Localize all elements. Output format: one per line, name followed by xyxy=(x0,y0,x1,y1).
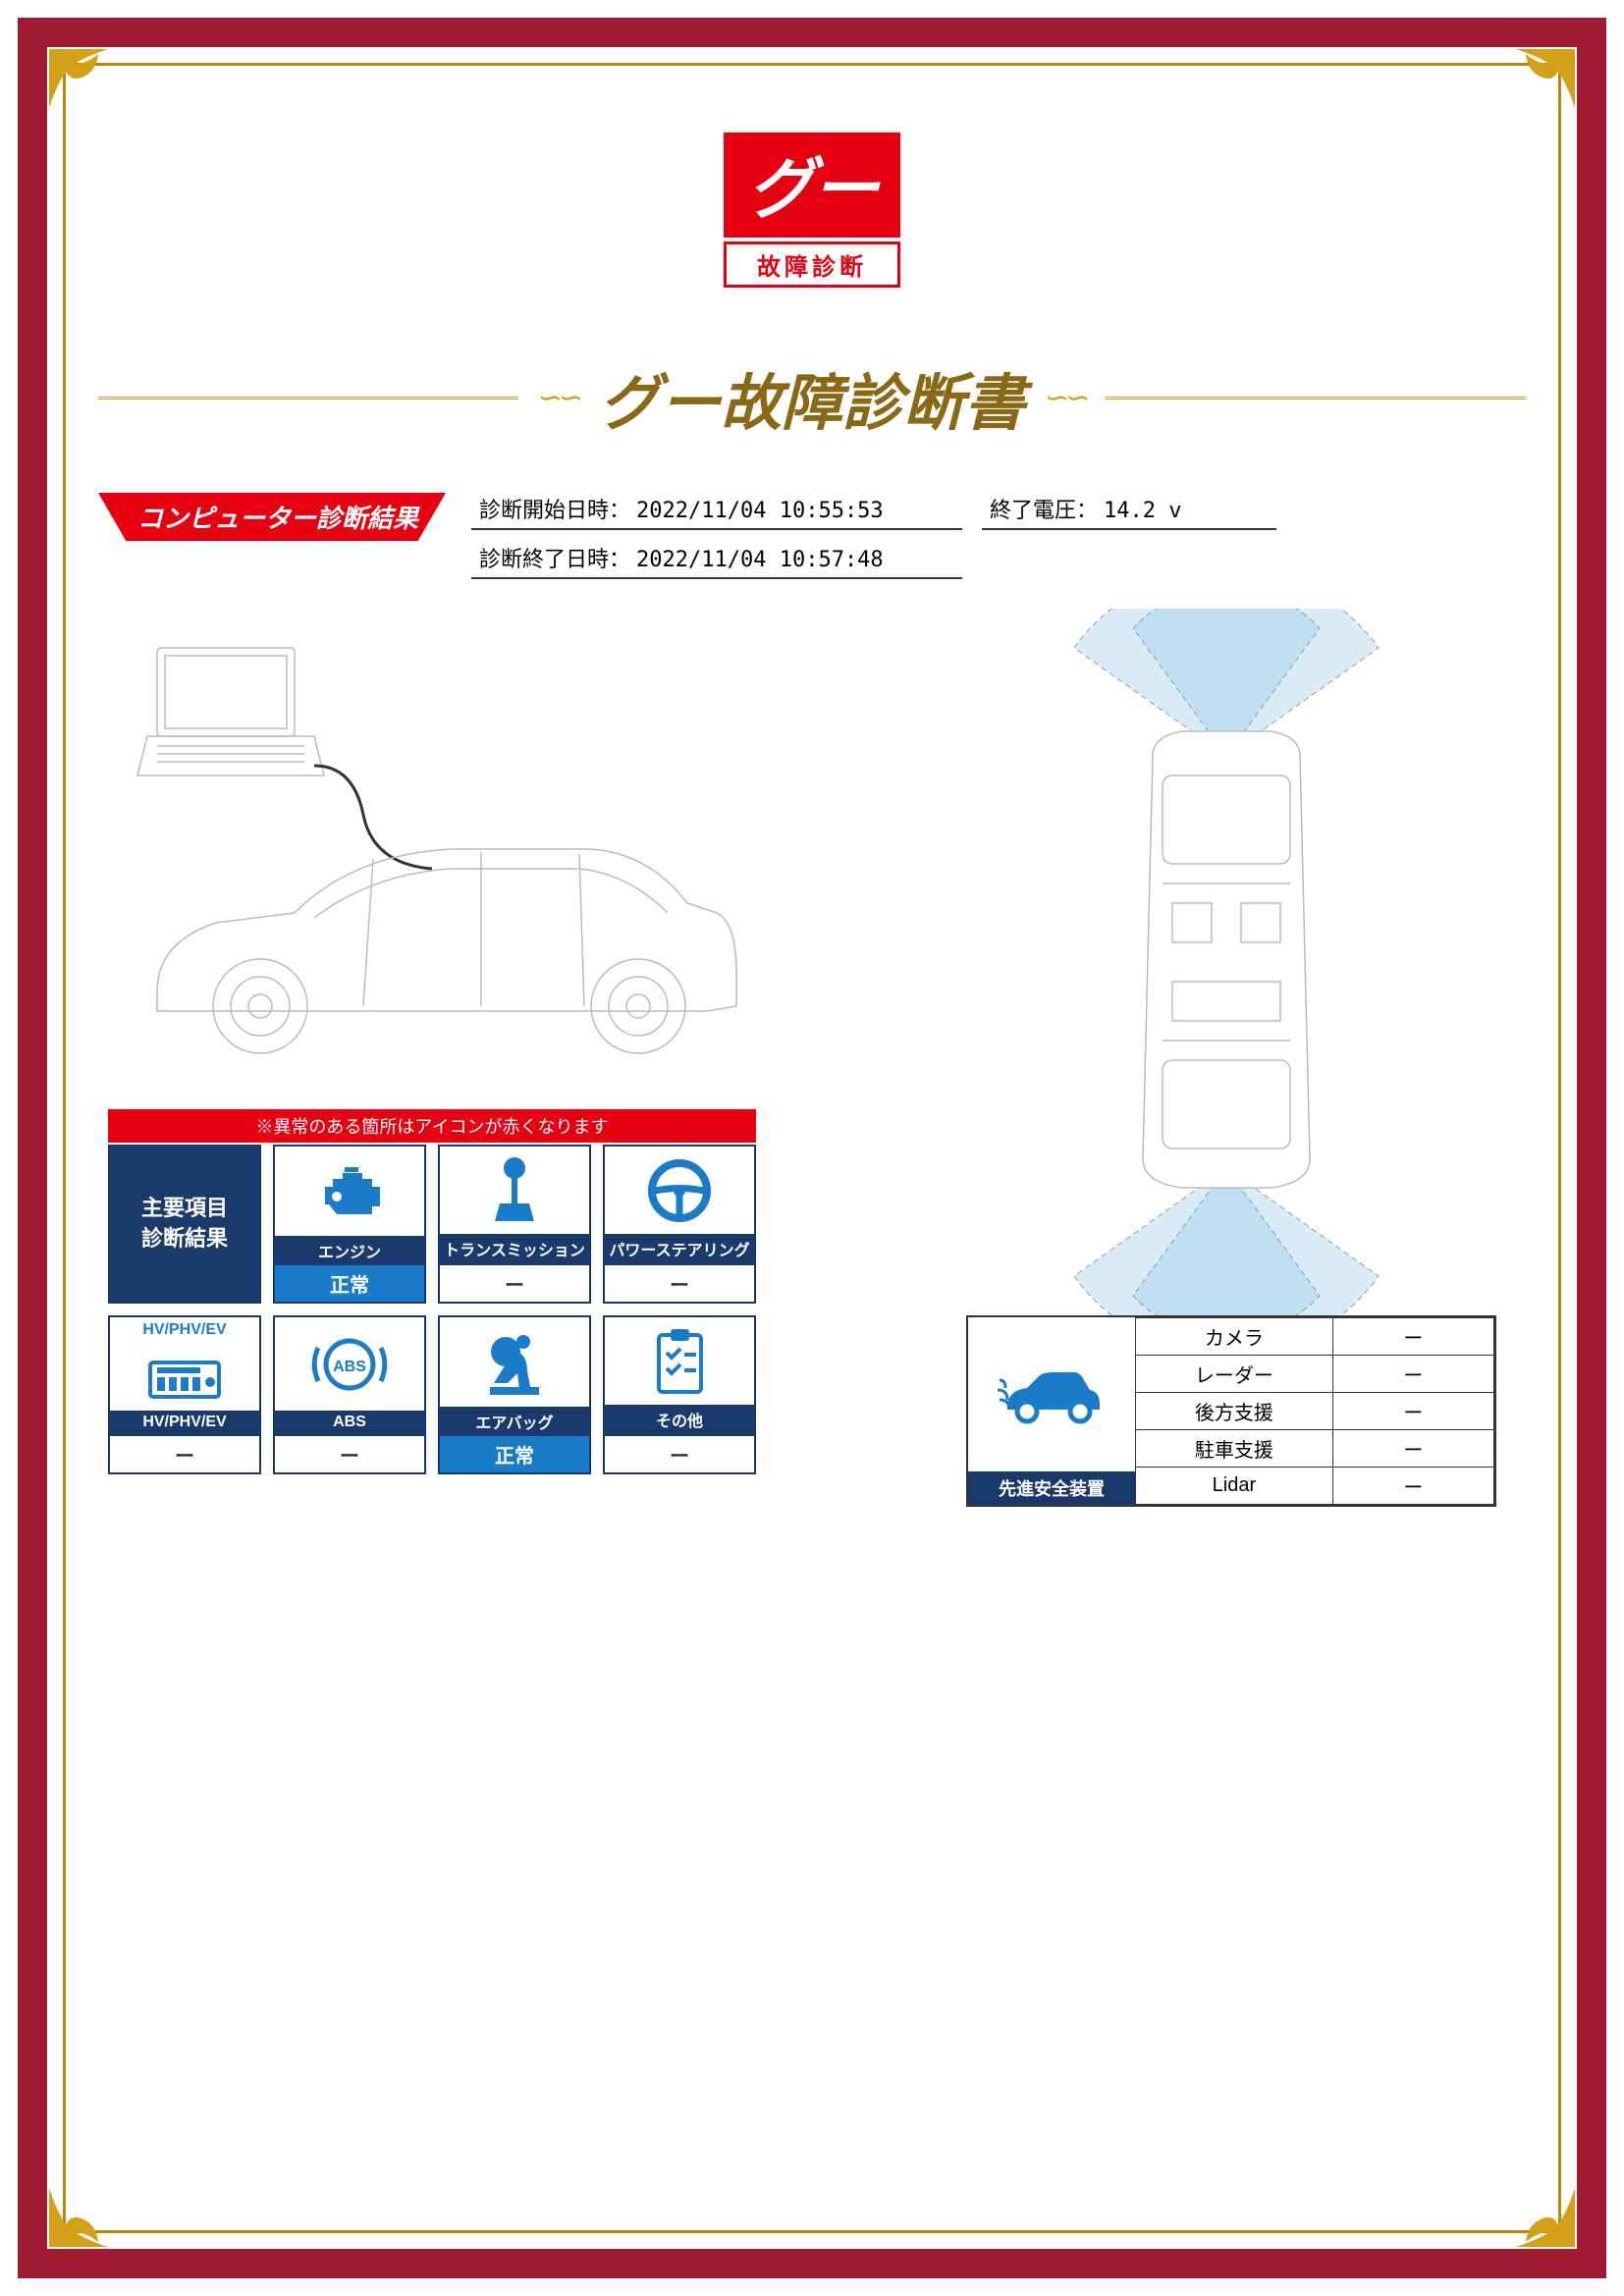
tile-power-steering: パワーステアリング ー xyxy=(603,1145,756,1304)
gear-shift-icon xyxy=(440,1147,589,1234)
battery-unit-icon xyxy=(110,1343,259,1411)
svg-text:ABS: ABS xyxy=(333,1359,366,1375)
grid-header-text: 主要項目 診断結果 xyxy=(141,1194,228,1255)
flourish-left-icon: ∽∽ xyxy=(538,381,579,415)
car-side-icon xyxy=(968,1317,1135,1471)
logo-text: グー xyxy=(724,133,900,238)
table-row: カメラー xyxy=(1136,1318,1494,1356)
brand-logo: グー 故障診断 xyxy=(724,133,900,288)
tile-label: ABS xyxy=(275,1411,424,1434)
flourish-right-icon: ∽∽ xyxy=(1045,381,1086,415)
tile-label: トランスミッション xyxy=(440,1234,589,1263)
section-header: コンピューター診断結果 xyxy=(98,493,446,541)
table-row: 後方支援ー xyxy=(1136,1393,1494,1430)
tile-label: その他 xyxy=(605,1405,754,1434)
safety-header: 先進安全装置 xyxy=(968,1471,1135,1505)
tile-status: ー xyxy=(440,1263,589,1302)
engine-icon xyxy=(275,1147,424,1236)
airbag-icon xyxy=(440,1317,589,1407)
tile-airbag: エアバッグ 正常 xyxy=(438,1315,591,1474)
meta-end: 診断終了日時：2022/11/04 10:57:48 xyxy=(471,538,962,579)
safety-equipment-box: 先進安全装置 カメラー レーダーー 後方支援ー 駐車支援ー Lidarー xyxy=(966,1315,1496,1507)
table-row: 駐車支援ー xyxy=(1136,1430,1494,1468)
meta-voltage: 終了電圧：14.2 v xyxy=(982,489,1276,530)
meta-start: 診断開始日時：2022/11/04 10:55:53 xyxy=(471,489,962,530)
grid-header: 主要項目 診断結果 xyxy=(108,1145,261,1304)
clipboard-icon xyxy=(605,1317,754,1405)
tile-transmission: トランスミッション ー xyxy=(438,1145,591,1304)
tile-label: パワーステアリング xyxy=(605,1234,754,1263)
car-sensor-diagram xyxy=(956,609,1496,1315)
tile-engine: エンジン 正常 xyxy=(273,1145,426,1304)
steering-wheel-icon xyxy=(605,1147,754,1234)
tile-label: エアバッグ xyxy=(440,1407,589,1436)
tile-hv: HV/PHV/EV HV/PHV/EV ー xyxy=(108,1315,261,1474)
safety-table: カメラー レーダーー 後方支援ー 駐車支援ー Lidarー xyxy=(1135,1317,1494,1505)
tile-status: 正常 xyxy=(275,1265,424,1302)
car-laptop-diagram xyxy=(118,618,746,1080)
tile-status: ー xyxy=(605,1434,754,1472)
note-bar: ※異常のある箇所はアイコンが赤くなります xyxy=(108,1109,756,1143)
tile-abs: ABS ABS ー xyxy=(273,1315,426,1474)
document-title: グー故障診断書 xyxy=(599,353,1025,442)
hv-top-label: HV/PHV/EV xyxy=(110,1317,259,1343)
tile-label: エンジン xyxy=(275,1236,424,1265)
tile-status: 正常 xyxy=(440,1436,589,1472)
logo-subtitle: 故障診断 xyxy=(724,241,900,288)
tile-label: HV/PHV/EV xyxy=(110,1411,259,1434)
tile-status: ー xyxy=(275,1434,424,1472)
table-row: Lidarー xyxy=(1136,1468,1494,1505)
tile-status: ー xyxy=(605,1263,754,1302)
tile-status: ー xyxy=(110,1434,259,1472)
table-row: レーダーー xyxy=(1136,1356,1494,1393)
diagnostic-grid: 主要項目 診断結果 エンジン 正常 トランスミッション ー パワーステアリング … xyxy=(108,1145,756,1474)
document-title-row: ∽∽ グー故障診断書 ∽∽ xyxy=(98,353,1526,442)
tile-other: その他 ー xyxy=(603,1315,756,1474)
abs-icon: ABS xyxy=(275,1317,424,1411)
